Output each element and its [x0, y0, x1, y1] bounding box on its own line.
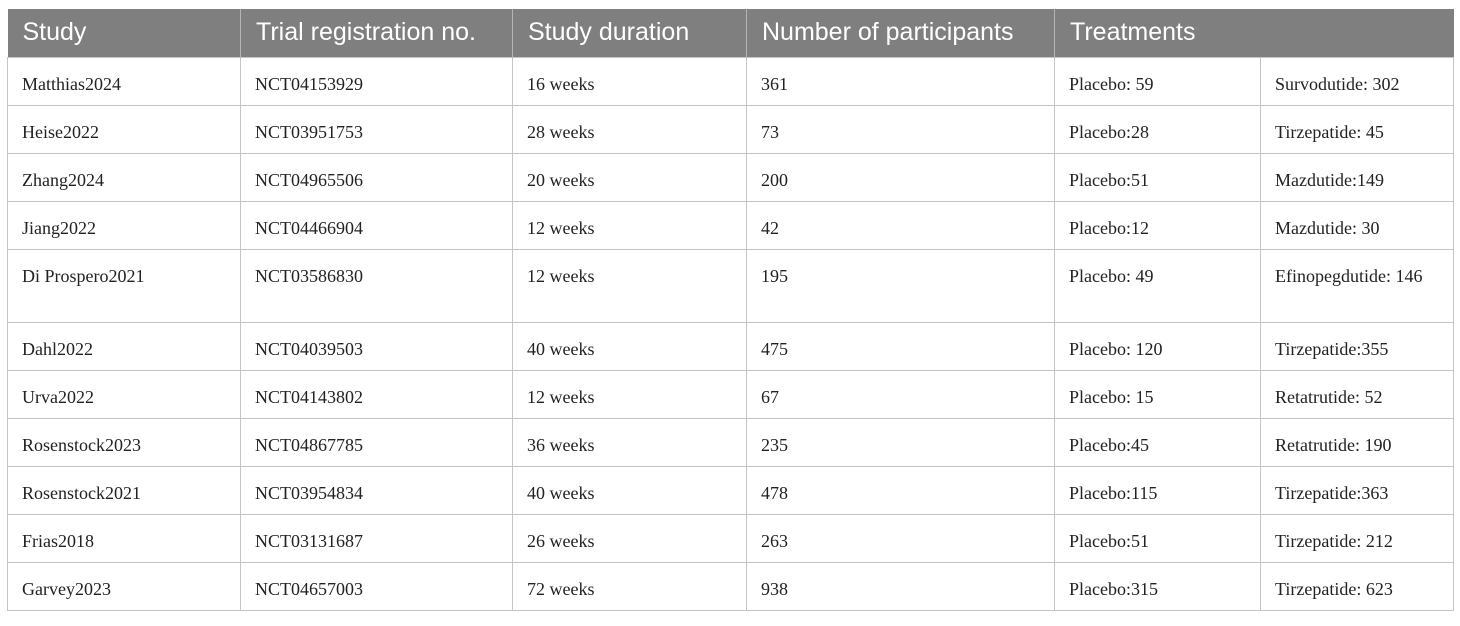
cell-trial-registration: NCT03586830 [240, 248, 513, 323]
cell-participants: 478 [746, 465, 1055, 515]
cell-study-duration: 28 weeks [512, 104, 747, 154]
cell-study-duration: 40 weeks [512, 321, 747, 371]
cell-trial-registration: NCT03951753 [240, 104, 513, 154]
cell-treatment: Tirzepatide:355 [1259, 321, 1455, 371]
cell-treatment: Tirzepatide: 623 [1259, 561, 1455, 611]
table-row: Heise2022 NCT03951753 28 weeks 73 Placebo:28… [7, 104, 1455, 154]
cell-trial-registration: NCT04466904 [240, 200, 513, 250]
cell-participants: 361 [746, 56, 1055, 106]
cell-study-duration: 36 weeks [512, 417, 747, 467]
cell-placebo: Placebo: 15 [1054, 369, 1261, 419]
cell-participants: 475 [746, 321, 1055, 371]
table-container: Study Trial registration no. Study durat… [7, 9, 1455, 611]
table-row: Garvey2023 NCT04657003 72 weeks 938 Placebo:… [7, 561, 1455, 611]
cell-treatment: Tirzepatide:363 [1259, 465, 1455, 515]
table-header: Study Trial registration no. Study durat… [7, 9, 1454, 57]
cell-placebo: Placebo:51 [1054, 152, 1261, 202]
cell-trial-registration: NCT04867785 [240, 417, 513, 467]
cell-participants: 195 [746, 248, 1055, 323]
cell-participants: 73 [746, 104, 1055, 154]
cell-study-duration: 12 weeks [512, 248, 747, 323]
header-treatments: Treatments [1054, 9, 1454, 57]
cell-participants: 200 [746, 152, 1055, 202]
cell-study: Garvey2023 [7, 561, 241, 611]
cell-trial-registration: NCT04965506 [240, 152, 513, 202]
header-study-duration: Study duration [512, 9, 747, 57]
cell-study-duration: 12 weeks [512, 200, 747, 250]
table-row: Urva2022 NCT04143802 12 weeks 67 Placebo: 15… [7, 369, 1455, 419]
table-row: Rosenstock2021 NCT03954834 40 weeks 478 Plac… [7, 465, 1455, 515]
table-row: Matthias2024 NCT04153929 16 weeks 361 Placeb… [7, 56, 1455, 106]
cell-study-duration: 26 weeks [512, 513, 747, 563]
cell-placebo: Placebo:115 [1054, 465, 1261, 515]
cell-trial-registration: NCT04657003 [240, 561, 513, 611]
cell-study: Rosenstock2021 [7, 465, 241, 515]
table-row: Rosenstock2023 NCT04867785 36 weeks 235 Plac… [7, 417, 1455, 467]
cell-study: Heise2022 [7, 104, 241, 154]
cell-treatment: Tirzepatide: 45 [1259, 104, 1455, 154]
cell-study-duration: 12 weeks [512, 369, 747, 419]
cell-treatment: Retatrutide: 190 [1259, 417, 1455, 467]
cell-study: Rosenstock2023 [7, 417, 241, 467]
cell-placebo: Placebo:51 [1054, 513, 1261, 563]
cell-study: Urva2022 [7, 369, 241, 419]
cell-study-duration: 20 weeks [512, 152, 747, 202]
cell-placebo: Placebo:28 [1054, 104, 1261, 154]
cell-treatment: Efinopegdutide: 146 [1259, 248, 1455, 323]
header-trial-registration: Trial registration no. [240, 9, 513, 57]
cell-placebo: Placebo: 49 [1054, 248, 1261, 323]
cell-placebo: Placebo:12 [1054, 200, 1261, 250]
cell-treatment: Mazdutide:149 [1259, 152, 1455, 202]
cell-placebo: Placebo: 59 [1054, 56, 1261, 106]
cell-participants: 42 [746, 200, 1055, 250]
cell-study: Dahl2022 [7, 321, 241, 371]
cell-trial-registration: NCT03954834 [240, 465, 513, 515]
cell-treatment: Retatrutide: 52 [1259, 369, 1455, 419]
cell-treatment: Survodutide: 302 [1259, 56, 1455, 106]
table-row: Jiang2022 NCT04466904 12 weeks 42 Placebo:12… [7, 200, 1455, 250]
cell-trial-registration: NCT04039503 [240, 321, 513, 371]
table-row: Frias2018 NCT03131687 26 weeks 263 Placebo:5… [7, 513, 1455, 563]
cell-treatment: Mazdutide: 30 [1259, 200, 1455, 250]
cell-trial-registration: NCT03131687 [240, 513, 513, 563]
table-row: Zhang2024 NCT04965506 20 weeks 200 Placebo:5… [7, 152, 1455, 202]
header-row: Study Trial registration no. Study durat… [7, 9, 1454, 57]
table-row: Dahl2022 NCT04039503 40 weeks 475 Placebo: 1… [7, 321, 1455, 371]
cell-trial-registration: NCT04143802 [240, 369, 513, 419]
cell-placebo: Placebo:45 [1054, 417, 1261, 467]
cell-study: Matthias2024 [7, 56, 241, 106]
cell-participants: 235 [746, 417, 1055, 467]
header-number-of-participants: Number of participants [746, 9, 1055, 57]
cell-study-duration: 72 weeks [512, 561, 747, 611]
cell-placebo: Placebo: 120 [1054, 321, 1261, 371]
study-table: Study Trial registration no. Study durat… [7, 9, 1455, 611]
header-study: Study [7, 9, 241, 57]
cell-trial-registration: NCT04153929 [240, 56, 513, 106]
cell-treatment: Tirzepatide: 212 [1259, 513, 1455, 563]
cell-participants: 263 [746, 513, 1055, 563]
cell-study-duration: 40 weeks [512, 465, 747, 515]
cell-study: Jiang2022 [7, 200, 241, 250]
cell-participants: 67 [746, 369, 1055, 419]
table-body: Matthias2024 NCT04153929 16 weeks 361 Placeb… [7, 56, 1455, 611]
cell-participants: 938 [746, 561, 1055, 611]
cell-study: Frias2018 [7, 513, 241, 563]
cell-study-duration: 16 weeks [512, 56, 747, 106]
cell-study: Di Prospero2021 [7, 248, 241, 323]
cell-placebo: Placebo:315 [1054, 561, 1261, 611]
table-row: Di Prospero2021 NCT03586830 12 weeks 195 Pla… [7, 248, 1455, 323]
cell-study: Zhang2024 [7, 152, 241, 202]
